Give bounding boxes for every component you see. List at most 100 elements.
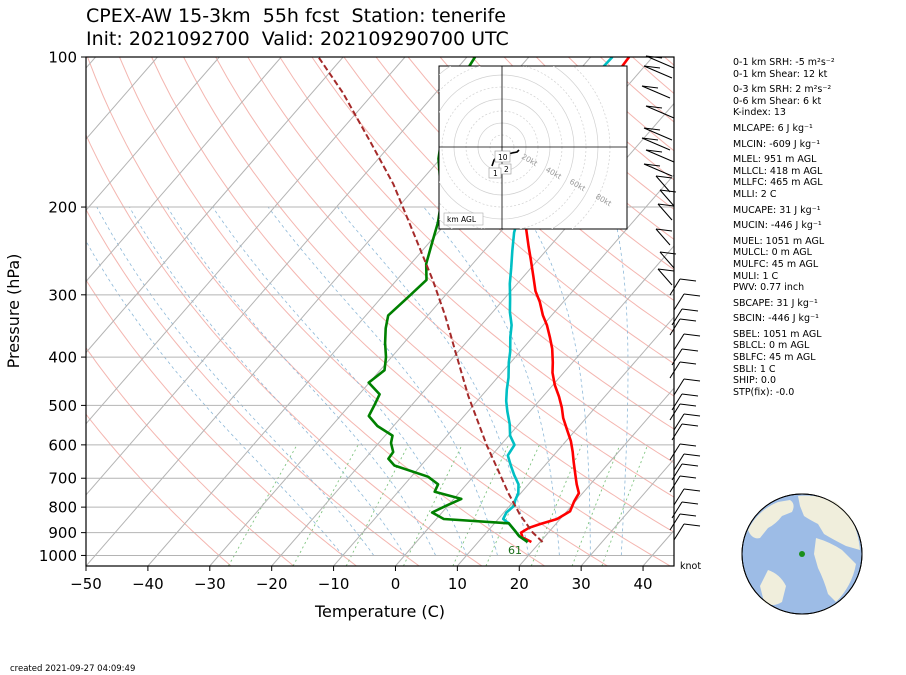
created-timestamp: created 2021-09-27 04:09:49 [10, 664, 136, 674]
index-sbel: SBEL: 1051 m AGL [733, 328, 822, 340]
index-sblcl: SBLCL: 0 m AGL [733, 340, 810, 352]
location-globe [741, 493, 863, 615]
wind-barb [673, 293, 685, 311]
mixing-ratio-line [452, 444, 509, 566]
wind-barb [641, 137, 671, 151]
wind-barb [673, 523, 685, 541]
surface-label: 61 [508, 544, 522, 557]
wind-barb [657, 203, 673, 221]
mixing-ratio-line [571, 444, 621, 566]
x-tick-label: 10 [448, 575, 467, 593]
wind-barb [659, 251, 675, 269]
mixing-ratio-line [292, 444, 359, 566]
index-mllcl: MLLCL: 418 m AGL [733, 165, 823, 177]
dry-adiabat [86, 413, 232, 566]
y-axis-label: Pressure (hPa) [4, 254, 23, 369]
wind-barb [641, 85, 671, 99]
wind-barb [673, 413, 685, 431]
wind-barb [673, 378, 685, 396]
y-tick-label: 900 [48, 524, 77, 542]
y-tick-label: 100 [48, 49, 77, 67]
isotherm [86, 57, 158, 140]
isotherm [271, 102, 674, 566]
x-tick-label: −30 [194, 575, 226, 593]
index-sbcin: SBCIN: -446 J kg⁻¹ [733, 313, 819, 325]
moist-adiabat [129, 206, 406, 556]
wind-barb [645, 149, 675, 163]
isotherm [395, 245, 674, 566]
dry-adiabat [215, 57, 674, 498]
index-sbli: SBLI: 1 C [733, 363, 776, 375]
series-line-3 [317, 57, 544, 543]
chart-subtitle: Init: 2021092700 Valid: 202109290700 UTC [86, 28, 509, 50]
wind-barbs [641, 55, 701, 541]
plot-frame [85, 56, 675, 567]
index-mllfc: MLLFC: 465 m AGL [733, 177, 823, 189]
index-mulcl: MULCL: 0 m AGL [733, 247, 812, 259]
wind-barb [669, 318, 681, 336]
index-pwv: PWV: 0.77 inch [733, 282, 805, 294]
isotherm [86, 57, 220, 212]
dry-adiabat [439, 57, 674, 271]
wind-barb [669, 513, 681, 531]
axis-ticks: −50 −40 −30 −20 −10 0 10 20 30 40 100 200 300 400 500 6… [39, 49, 653, 594]
y-tick-label: 600 [48, 436, 77, 454]
isotherm [86, 57, 468, 496]
dry-adiabat [311, 57, 674, 397]
index-muel: MUEL: 1051 m AGL [733, 235, 825, 247]
y-tick-label: 500 [48, 397, 77, 415]
station-marker [799, 551, 805, 557]
x-tick-label: 30 [572, 575, 591, 593]
wind-unit-label: knot [680, 561, 701, 572]
wind-barb [659, 189, 675, 207]
hodo-height-10: 10 [498, 153, 508, 162]
y-tick-label: 300 [48, 286, 77, 304]
wind-barb [643, 127, 673, 141]
wind-barb [671, 501, 683, 519]
stability-indices: 0-1 km SRH: -5 m²s⁻² 0-1 km Shear: 12 kt… [733, 57, 835, 398]
moist-adiabat [423, 206, 560, 556]
wind-barb [657, 268, 673, 286]
y-tick-label: 700 [48, 470, 77, 488]
index-mucape: MUCAPE: 31 J kg⁻¹ [733, 204, 821, 216]
index-mlel: MLEL: 951 m AGL [733, 154, 817, 166]
isotherm [580, 458, 674, 566]
moist-adiabat [86, 240, 344, 556]
index-ship: SHIP: 0.0 [733, 375, 777, 387]
dry-adiabat [119, 57, 608, 566]
wind-barb [669, 475, 681, 493]
isotherm [456, 316, 674, 566]
isotherm [86, 57, 282, 283]
wind-barb [673, 453, 685, 471]
globe-land [748, 495, 860, 605]
y-tick-label: 800 [48, 499, 77, 517]
hodo-height-2: 2 [504, 165, 509, 174]
dry-adiabat [375, 57, 674, 333]
x-tick-label: −40 [132, 575, 164, 593]
wind-barb [671, 463, 683, 481]
isotherm [86, 57, 344, 354]
x-tick-label: 40 [634, 575, 653, 593]
wind-barb [655, 228, 671, 246]
hodo-height-1: 1 [493, 169, 498, 178]
index-srh1: 0-1 km SRH: -5 m²s⁻² [733, 57, 835, 68]
mixing-ratio-line [530, 444, 583, 566]
mixing-ratio-line [485, 444, 540, 566]
wind-barb [669, 361, 681, 379]
mixing-ratio-line [403, 444, 463, 566]
index-mlcape: MLCAPE: 6 J kg⁻¹ [733, 122, 813, 134]
dry-adiabat [86, 208, 420, 566]
x-tick-label: −20 [256, 575, 288, 593]
x-tick-label: 20 [510, 575, 529, 593]
wind-barb [643, 65, 673, 79]
hodograph-inset: 20kt 40kt 60kt 80kt 10 2 1 km AGL [438, 65, 628, 230]
dry-adiabat [183, 57, 674, 533]
wind-barb [645, 55, 675, 69]
isotherm [86, 57, 406, 425]
index-mlli: MLLI: 2 C [733, 188, 777, 200]
wind-barb [671, 308, 683, 326]
index-srh3: 0-3 km SRH: 2 m²s⁻² [733, 84, 832, 96]
wind-barb [655, 175, 671, 193]
hodograph-frame [438, 65, 628, 230]
